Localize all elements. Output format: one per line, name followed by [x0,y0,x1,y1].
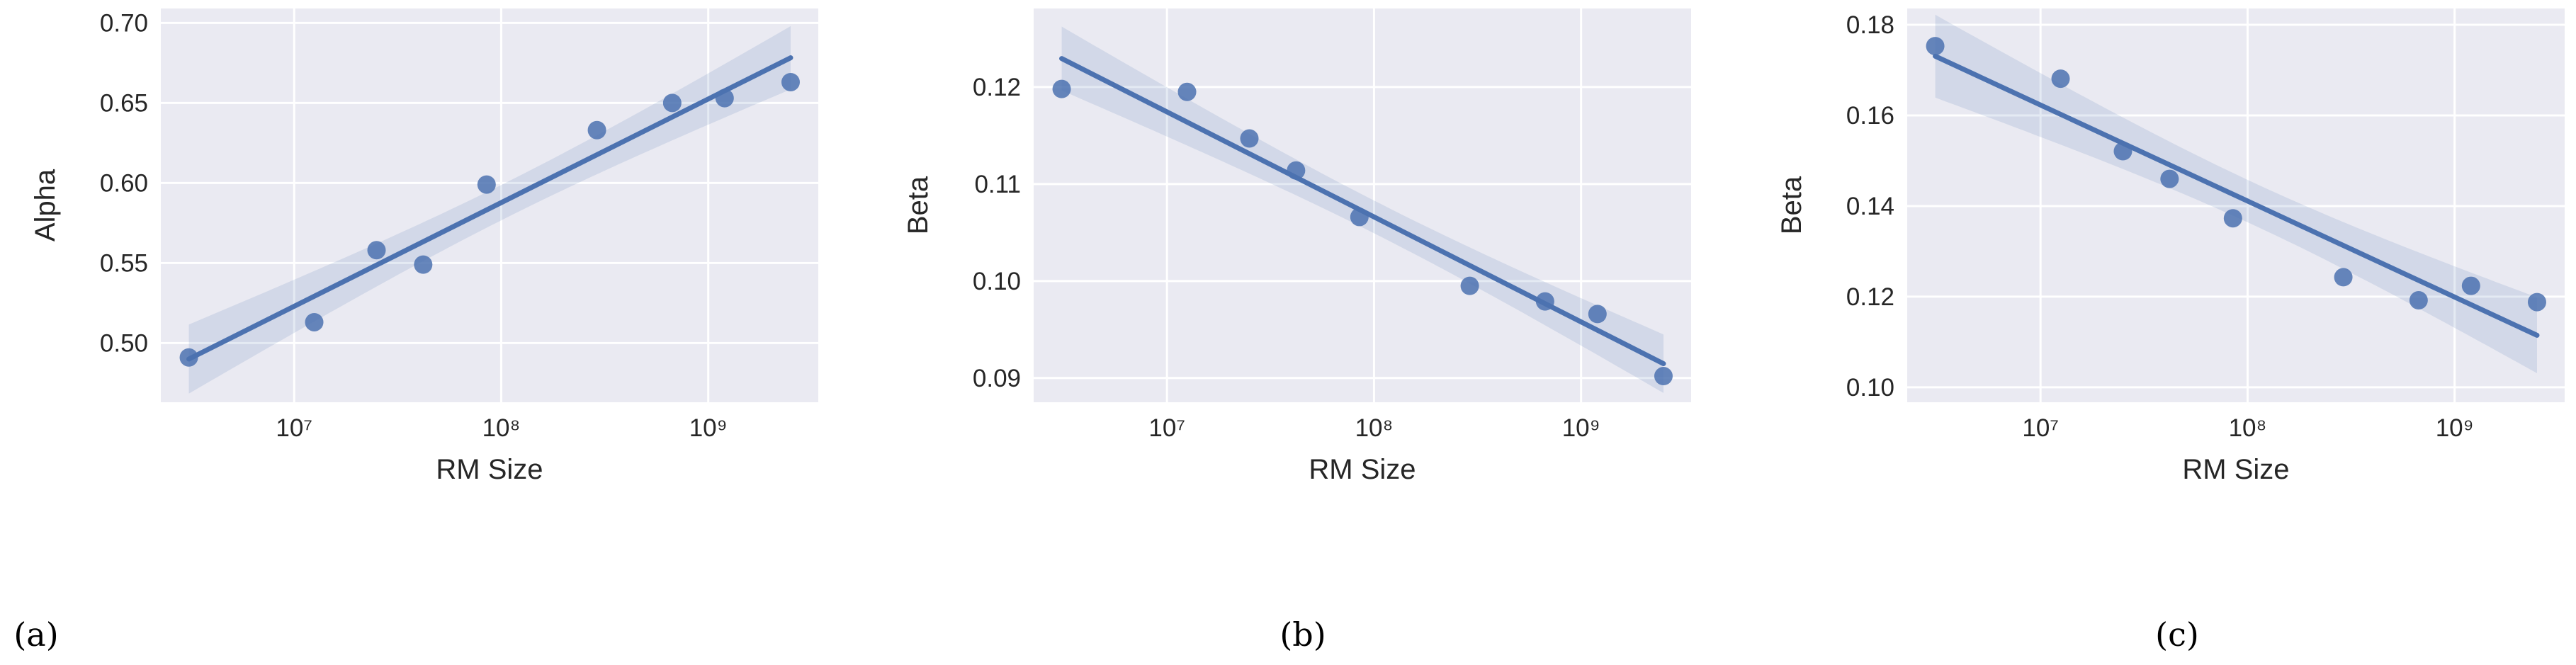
scatter-point [1350,208,1369,227]
scatter-point [1052,79,1071,98]
scatter-point [1926,37,1945,56]
scatter-point [2113,142,2132,161]
caption: (a) [13,615,58,654]
scatter-point [1287,161,1306,180]
regression-line [1933,53,2540,338]
y-tick-label: 0.50 [100,329,148,357]
scatter-point [367,241,386,260]
y-tick-label: 0.18 [1846,11,1894,39]
scatter-point [2051,69,2070,89]
x-axis-label: RM Size [2182,454,2289,485]
y-tick-label: 0.14 [1846,193,1894,220]
chart: 0.10 0.12 0.14 0.16 0.18 10⁷ 10⁸ 10⁹ RM Size Beta… [1776,8,2565,654]
x-tick-label: 10⁹ [689,414,728,442]
scatter-point [1654,367,1673,386]
x-tick-label: 10⁸ [1355,414,1394,442]
scatter-point [781,72,800,91]
scatter-point [2461,276,2480,295]
scatter-point [662,93,682,113]
scatter-point [477,175,496,194]
caption: (b) [1279,615,1326,654]
y-tick-label: 0.10 [973,268,1021,295]
y-tick-label: 0.55 [100,249,148,277]
x-axis-label: RM Size [1309,454,1416,485]
scatter-point [1460,276,1479,295]
y-tick-label: 0.60 [100,169,148,197]
y-tick-label: 0.12 [1846,283,1894,311]
scatter-point [1588,305,1607,324]
x-tick-label: 10⁷ [2022,414,2059,442]
y-axis-label: Beta [1776,176,1807,234]
chart: 0.09 0.10 0.11 0.12 10⁷ 10⁸ 10⁹ RM Size Beta (b) [903,8,1691,654]
scatter-point [2160,169,2179,188]
y-tick-label: 0.16 [1846,102,1894,130]
scatter-point [1240,129,1259,148]
chart: 0.50 0.55 0.60 0.65 0.70 10⁷ 10⁸ 10⁹ RM Size Alph… [13,8,818,654]
scatter-point [1535,292,1554,311]
scatter-point [2527,292,2546,312]
y-tick-label: 0.10 [1846,374,1894,402]
x-tick-label: 10⁸ [2229,414,2267,442]
x-tick-label: 10⁹ [2436,414,2474,442]
scatter-point [179,348,198,367]
regression-line [186,55,793,362]
y-tick-label: 0.12 [973,74,1021,101]
scatter-point [305,312,324,331]
y-tick-label: 0.11 [974,171,1021,198]
scatter-point [587,120,606,140]
y-tick-label: 0.65 [100,89,148,117]
y-axis-label: Beta [903,176,934,234]
y-axis-label: Alpha [30,169,61,241]
y-tick-label: 0.09 [973,365,1021,392]
x-tick-label: 10⁸ [482,414,521,442]
scatter-point [715,89,734,108]
x-tick-label: 10⁷ [1148,414,1185,442]
x-tick-label: 10⁷ [276,414,312,442]
scatter-point [2223,209,2242,228]
scatter-point [1177,82,1197,101]
x-tick-label: 10⁹ [1562,414,1600,442]
scatter-point [414,255,433,274]
scatter-point [2334,268,2353,287]
x-axis-label: RM Size [436,454,543,485]
caption: (c) [2155,615,2199,654]
y-tick-label: 0.70 [100,9,148,37]
scatter-point [2409,291,2428,310]
